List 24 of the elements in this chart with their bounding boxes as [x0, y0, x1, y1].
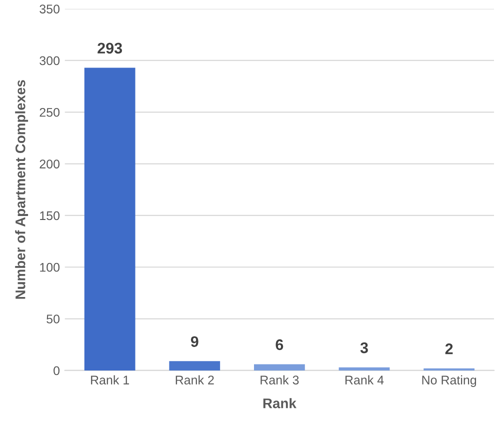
bar	[169, 361, 220, 370]
y-tick-label: 300	[40, 56, 60, 66]
x-tick-label: Rank 4	[345, 375, 384, 384]
data-label: 3	[360, 342, 368, 354]
x-tick-label: Rank 3	[260, 375, 299, 384]
y-tick-label: 350	[40, 4, 60, 14]
y-tick-label: 150	[40, 211, 60, 220]
data-label: 2	[445, 343, 453, 354]
bar	[254, 364, 305, 370]
y-tick-label: 200	[40, 160, 60, 168]
bar	[84, 68, 136, 370]
x-tick-label: No Rating	[422, 375, 476, 387]
x-tick-label: Rank 2	[176, 375, 214, 384]
y-tick-label: 250	[40, 108, 60, 117]
y-tick-label: 50	[46, 314, 60, 324]
x-tick-label: Rank 1	[91, 375, 130, 384]
y-tick-label: 0	[54, 366, 60, 376]
y-axis-title: Number of Apartment Complexes	[15, 80, 28, 299]
bar	[338, 367, 390, 370]
x-axis-title: Rank	[263, 398, 296, 408]
data-label: 9	[190, 336, 198, 348]
data-label: 293	[98, 42, 122, 54]
data-label: 6	[276, 339, 284, 350]
y-tick-label: 100	[40, 262, 60, 272]
